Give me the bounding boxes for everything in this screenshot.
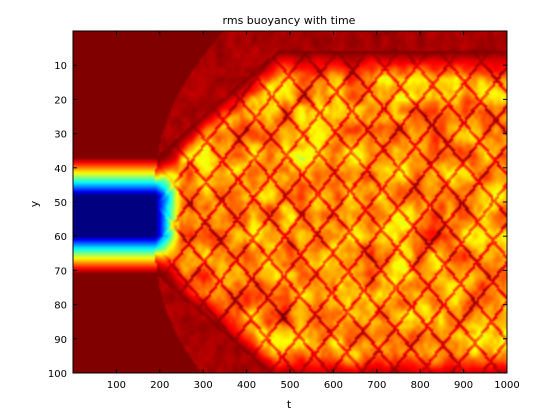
y-axis-ticks: 10 20 30 40 50 60 70 80 90 100 bbox=[48, 61, 507, 380]
plot-title: rms buoyancy with time bbox=[223, 14, 356, 27]
x-tick-label: 600 bbox=[324, 380, 343, 391]
y-axis-label: y bbox=[28, 200, 41, 207]
y-tick-label: 50 bbox=[54, 198, 67, 209]
x-axis-label: t bbox=[287, 398, 292, 411]
x-tick-label: 200 bbox=[150, 380, 169, 391]
y-tick-label: 10 bbox=[54, 61, 67, 72]
y-tick-label: 70 bbox=[54, 266, 67, 277]
x-tick-label: 900 bbox=[454, 380, 473, 391]
x-tick-label: 800 bbox=[411, 380, 430, 391]
y-tick-label: 90 bbox=[54, 335, 67, 346]
x-tick-label: 300 bbox=[194, 380, 213, 391]
x-tick-label: 500 bbox=[280, 380, 299, 391]
x-tick-label: 100 bbox=[107, 380, 126, 391]
x-tick-label: 400 bbox=[237, 380, 256, 391]
x-tick-label: 700 bbox=[367, 380, 386, 391]
plot-area bbox=[72, 30, 508, 374]
heatmap-image bbox=[73, 31, 507, 373]
y-tick-label: 100 bbox=[48, 369, 67, 380]
y-tick-label: 30 bbox=[54, 130, 67, 141]
y-tick-label: 20 bbox=[54, 95, 67, 106]
y-tick-label: 80 bbox=[54, 301, 67, 312]
x-axis-ticks: 100 200 300 400 500 600 700 800 900 1000 bbox=[107, 31, 520, 391]
y-tick-label: 60 bbox=[54, 232, 67, 243]
x-tick-label: 1000 bbox=[494, 380, 519, 391]
y-tick-label: 40 bbox=[54, 164, 67, 175]
